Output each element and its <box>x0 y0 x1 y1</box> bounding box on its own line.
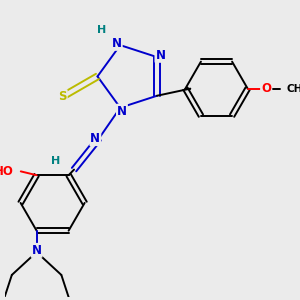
Text: N: N <box>112 37 122 50</box>
Text: N: N <box>90 132 100 145</box>
Text: S: S <box>58 90 67 103</box>
Text: N: N <box>155 49 166 62</box>
Text: H: H <box>51 156 61 166</box>
Text: N: N <box>32 244 42 257</box>
Text: N: N <box>117 105 127 118</box>
Text: CH₃: CH₃ <box>286 84 300 94</box>
Text: HO: HO <box>0 165 14 178</box>
Text: H: H <box>97 25 106 34</box>
Text: O: O <box>261 82 271 95</box>
